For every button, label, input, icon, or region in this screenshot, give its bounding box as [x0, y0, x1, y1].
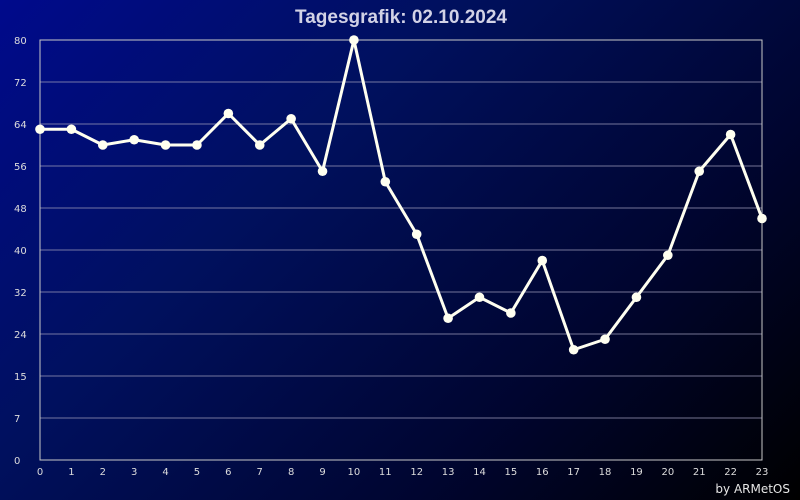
- y-tick-label: 32: [14, 288, 27, 299]
- x-tick-label: 16: [536, 467, 549, 478]
- y-tick-label: 64: [14, 120, 27, 131]
- y-tick-label: 80: [14, 36, 27, 47]
- chart-title: Tagesgrafik: 02.10.2024: [295, 7, 507, 28]
- data-point: [506, 308, 516, 318]
- data-point: [568, 344, 579, 355]
- y-tick-label: 24: [14, 330, 27, 341]
- x-tick-label: 20: [661, 467, 674, 478]
- data-point: [663, 250, 673, 261]
- grid-lines: [40, 81, 762, 419]
- y-tick-label: 72: [14, 78, 27, 89]
- data-point: [317, 166, 328, 177]
- y-tick-label: 7: [14, 414, 20, 425]
- x-tick-label: 3: [131, 467, 137, 478]
- x-tick-label: 7: [257, 467, 263, 478]
- x-tick-label: 22: [724, 467, 737, 478]
- x-tick-label: 15: [505, 467, 518, 478]
- x-tick-label: 2: [100, 467, 106, 478]
- data-point: [537, 255, 548, 266]
- data-point: [725, 129, 736, 140]
- data-point: [600, 334, 610, 345]
- series-line: [40, 38, 764, 352]
- data-point: [160, 140, 171, 150]
- data-point: [129, 134, 139, 145]
- y-axis-ticks: 0 7 15 24 32 40 48 56 64 72 80: [14, 36, 27, 467]
- data-point: [286, 113, 296, 124]
- x-tick-label: 6: [225, 467, 231, 478]
- x-tick-label: 10: [348, 467, 361, 478]
- x-tick-label: 8: [288, 467, 294, 478]
- plot-frame: [39, 39, 763, 461]
- data-point: [694, 166, 705, 177]
- x-tick-label: 1: [68, 467, 74, 478]
- data-point: [411, 229, 422, 240]
- data-point: [66, 124, 77, 135]
- data-point: [349, 35, 359, 45]
- y-tick-label: 15: [14, 372, 27, 383]
- x-tick-label: 17: [567, 467, 580, 478]
- x-tick-label: 13: [442, 467, 455, 478]
- x-tick-label: 12: [410, 467, 423, 478]
- credit-label: by ARMetOS: [715, 482, 790, 496]
- data-point: [474, 292, 485, 303]
- y-tick-label: 0: [14, 456, 20, 467]
- x-axis-ticks: 0 1 2 3 4 5 6 7 8 9 10 11 12 13 14 15 16 17 18 19 20 21 22 23: [37, 467, 769, 478]
- x-tick-label: 14: [473, 467, 486, 478]
- x-tick-label: 23: [756, 467, 769, 478]
- x-tick-label: 0: [37, 467, 43, 478]
- data-point: [757, 213, 767, 224]
- data-point: [192, 140, 202, 150]
- series-group: [35, 35, 767, 355]
- data-point: [35, 124, 45, 135]
- data-point: [223, 108, 234, 119]
- y-tick-label: 40: [14, 246, 27, 257]
- x-tick-label: 11: [379, 467, 392, 478]
- x-tick-label: 19: [630, 467, 643, 478]
- x-tick-label: 9: [319, 467, 325, 478]
- data-point: [380, 176, 391, 187]
- data-point: [631, 292, 642, 303]
- y-tick-label: 48: [14, 204, 27, 215]
- data-point: [443, 313, 453, 324]
- data-point: [97, 140, 108, 150]
- y-tick-label: 56: [14, 162, 27, 173]
- x-tick-label: 18: [599, 467, 612, 478]
- x-tick-label: 4: [162, 467, 168, 478]
- x-tick-label: 5: [194, 467, 200, 478]
- x-tick-label: 21: [693, 467, 706, 478]
- data-point: [254, 140, 265, 150]
